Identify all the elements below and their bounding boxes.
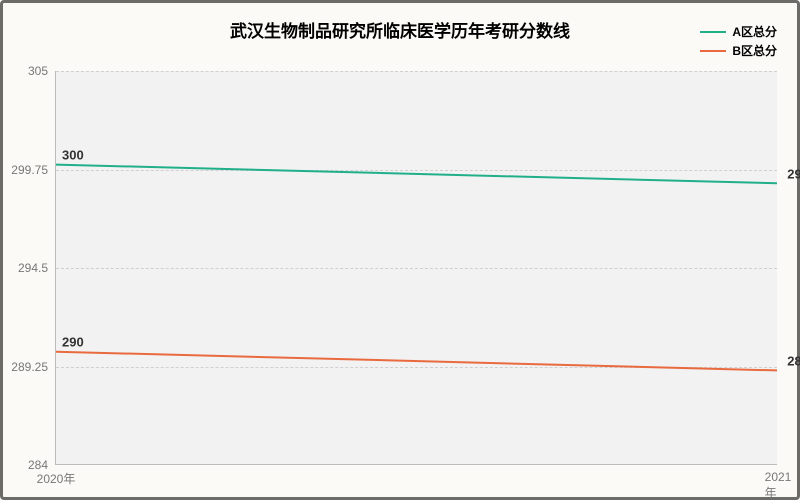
legend-item-a: A区总分 (700, 23, 777, 40)
series-line (56, 165, 777, 184)
x-tick-label: 2021年 (765, 464, 792, 501)
legend: A区总分 B区总分 (700, 23, 777, 61)
y-tick-label: 305 (28, 64, 56, 78)
y-tick-label: 289.25 (11, 360, 56, 374)
y-tick-label: 299.75 (11, 163, 56, 177)
data-label: 300 (62, 147, 84, 162)
legend-swatch-b (700, 50, 726, 52)
data-label: 289 (787, 354, 800, 369)
legend-item-b: B区总分 (700, 42, 777, 59)
gridline (56, 268, 777, 269)
data-label: 290 (62, 335, 84, 350)
gridline (56, 170, 777, 171)
x-tick-label: 2020年 (37, 464, 76, 487)
legend-label-b: B区总分 (732, 42, 777, 59)
legend-label-a: A区总分 (732, 23, 777, 40)
chart-title: 武汉生物制品研究所临床医学历年考研分数线 (3, 17, 797, 42)
series-line (56, 352, 777, 371)
chart-container: 武汉生物制品研究所临床医学历年考研分数线 A区总分 B区总分 284289.25… (0, 0, 800, 500)
legend-swatch-a (700, 31, 726, 33)
plot-area: 284289.25294.5299.753052020年2021年3002992… (55, 71, 777, 465)
data-label: 299 (787, 166, 800, 181)
y-tick-label: 294.5 (18, 261, 56, 275)
gridline (56, 71, 777, 72)
gridline (56, 367, 777, 368)
